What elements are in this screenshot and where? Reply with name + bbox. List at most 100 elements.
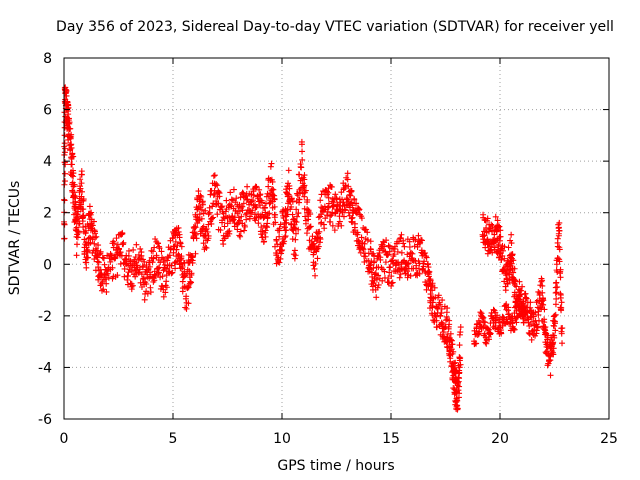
data-point (67, 141, 74, 148)
data-point (286, 185, 293, 192)
data-point (210, 214, 217, 221)
data-point (500, 314, 507, 321)
data-point (185, 284, 192, 291)
data-point (202, 207, 209, 214)
data-point (377, 256, 384, 263)
data-point (331, 227, 338, 234)
data-point (535, 308, 542, 315)
data-point (345, 183, 352, 190)
data-point (315, 214, 322, 221)
data-point (485, 228, 492, 235)
data-point (554, 284, 561, 291)
data-point (133, 241, 140, 248)
data-point (307, 223, 314, 230)
data-point (289, 211, 296, 218)
data-point (121, 265, 128, 272)
data-point (209, 215, 216, 222)
data-point (351, 196, 358, 203)
data-point (528, 336, 535, 343)
data-point (171, 243, 178, 250)
data-point (98, 287, 105, 294)
data-point (160, 293, 167, 300)
data-point (489, 249, 496, 256)
data-point (239, 203, 246, 210)
data-point (289, 236, 296, 243)
data-point (295, 210, 302, 217)
data-point (551, 334, 558, 341)
data-point (83, 259, 90, 266)
data-point (240, 200, 247, 207)
data-point (266, 210, 273, 217)
axis-ticks (63, 57, 610, 420)
data-point (101, 261, 108, 268)
data-point (293, 206, 300, 213)
data-point (516, 292, 523, 299)
data-point (314, 255, 321, 262)
x-tick-label: 25 (600, 431, 618, 447)
data-point (112, 254, 119, 261)
data-point (137, 245, 144, 252)
data-point (404, 261, 411, 268)
data-point (494, 217, 501, 224)
data-point (284, 211, 291, 218)
data-point (328, 212, 335, 219)
data-point (476, 328, 483, 335)
data-point (213, 181, 220, 188)
data-point (401, 243, 408, 250)
data-point (80, 212, 87, 219)
data-point (397, 271, 404, 278)
data-point (534, 324, 541, 331)
data-point (312, 260, 319, 267)
data-point (94, 258, 101, 265)
data-point (130, 246, 137, 253)
x-tick-label: 0 (60, 431, 69, 447)
data-point (419, 266, 426, 273)
data-point (67, 125, 74, 132)
data-point (435, 292, 442, 299)
data-point (479, 313, 486, 320)
data-point (429, 280, 436, 287)
data-point (421, 258, 428, 265)
data-point (292, 218, 299, 225)
data-point (214, 182, 221, 189)
data-point (183, 293, 190, 300)
data-point (439, 297, 446, 304)
data-point (147, 284, 154, 291)
data-point (241, 227, 248, 234)
data-point (83, 264, 90, 271)
data-point (140, 264, 147, 271)
data-point (373, 276, 380, 283)
data-point (535, 288, 542, 295)
data-point (149, 259, 156, 266)
data-point (556, 258, 563, 265)
data-point (262, 209, 269, 216)
data-point (97, 248, 104, 255)
data-point (217, 227, 224, 234)
data-point (193, 235, 200, 242)
y-tick-label: 6 (43, 103, 52, 119)
data-point (552, 311, 559, 318)
chart-title: Day 356 of 2023, Sidereal Day-to-day VTE… (56, 19, 614, 35)
data-point (252, 204, 259, 211)
data-point (447, 330, 454, 337)
data-point (411, 243, 418, 250)
x-tick-label: 5 (169, 431, 178, 447)
data-point (499, 247, 506, 254)
data-point (285, 167, 292, 174)
data-point (160, 256, 167, 263)
data-point (61, 132, 68, 139)
data-point (256, 186, 263, 193)
data-point (271, 214, 278, 221)
data-point (86, 203, 93, 210)
data-point (559, 340, 566, 347)
data-point (553, 289, 560, 296)
data-point (499, 315, 506, 322)
data-points (61, 84, 566, 413)
data-point (554, 239, 561, 246)
data-point (539, 277, 546, 284)
data-point (375, 264, 382, 271)
data-point (299, 148, 306, 155)
data-point (128, 286, 135, 293)
data-point (385, 275, 392, 282)
data-point (358, 215, 365, 222)
